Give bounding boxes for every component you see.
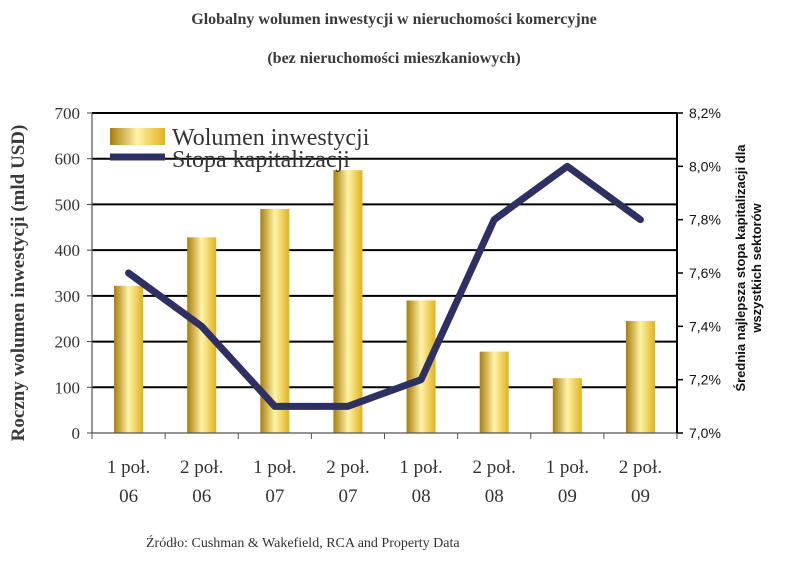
x-tick-label: 06 <box>192 486 211 507</box>
x-tick-label: 2 poł. <box>180 457 223 478</box>
bar <box>552 378 582 433</box>
cap-rate-point <box>127 272 130 274</box>
y2-tick-label: 7,8% <box>689 212 721 228</box>
y-tick-label: 600 <box>55 150 81 169</box>
bar <box>479 351 509 433</box>
cap-rate-point <box>639 218 642 221</box>
chart-subtitle: (bez nieruchomości mieszkaniowych) <box>267 50 520 67</box>
legend-bar-swatch <box>110 128 165 145</box>
y-tick-label: 300 <box>55 287 81 306</box>
x-tick-label: 2 poł. <box>473 457 516 478</box>
x-tick-label: 1 poł. <box>399 457 442 478</box>
x-tick-label: 09 <box>631 486 650 507</box>
y2-tick-label: 7,0% <box>689 425 721 441</box>
legend: Wolumen inwestycji Stopa kapitalizacji <box>110 125 370 173</box>
y-tick-label: 100 <box>55 378 81 397</box>
source-note: Źródło: Cushman & Wakefield, RCA and Pro… <box>146 534 460 551</box>
legend-line-label: Stopa kapitalizacji <box>172 147 350 173</box>
chart-title: Globalny wolumen inwestycji w nieruchomo… <box>191 11 596 28</box>
tick-labels: 0 100 200 300 400 500 600 700 7,0% 7,2% 7,4% 7,6% 7,… <box>55 104 721 507</box>
y-tick-label: 0 <box>72 424 81 443</box>
cap-rate-point <box>273 405 276 408</box>
y2-tick-label: 8,2% <box>689 105 721 121</box>
x-tick-label: 08 <box>412 486 431 507</box>
cap-rate-point <box>420 378 423 381</box>
bar <box>333 170 363 433</box>
bar <box>114 285 144 433</box>
x-tick-label: 1 poł. <box>546 457 589 478</box>
cap-rate-point <box>200 325 203 328</box>
cap-rate-line <box>125 162 644 410</box>
cap-rate-point <box>493 218 496 221</box>
axes <box>87 112 683 439</box>
y-tick-label: 500 <box>55 195 81 214</box>
y2-tick-label: 7,4% <box>689 318 721 334</box>
x-tick-label: 07 <box>338 486 357 507</box>
x-tick-label: 09 <box>558 486 577 507</box>
y2-tick-label: 8,0% <box>689 158 721 174</box>
x-tick-label: 08 <box>485 486 504 507</box>
cap-rate-series-line <box>125 162 644 410</box>
bar <box>625 321 655 433</box>
x-tick-label: 07 <box>265 486 284 507</box>
y-tick-label: 700 <box>55 104 81 123</box>
x-tick-label: 2 poł. <box>326 457 369 478</box>
cap-rate-point <box>346 405 349 408</box>
y-tick-label: 400 <box>55 241 81 260</box>
y2-tick-label: 7,6% <box>689 265 721 281</box>
x-tick-label: 1 poł. <box>253 457 296 478</box>
bar <box>406 300 436 433</box>
y2-axis-title-line2: wszystkich sektorów <box>749 202 764 333</box>
legend-bar-label: Wolumen inwestycji <box>172 125 370 151</box>
y-axis-title: Roczny wolumen inwestycji (mld USD) <box>8 125 29 442</box>
x-tick-label: 06 <box>119 486 138 507</box>
x-tick-label: 1 poł. <box>107 457 150 478</box>
x-tick-label: 2 poł. <box>619 457 662 478</box>
y2-axis-title-line1: Średnia najlepsza stopa kapitalizacji dl… <box>733 144 748 392</box>
cap-rate-point <box>566 165 569 168</box>
y-tick-label: 200 <box>55 333 81 352</box>
y2-tick-label: 7,2% <box>689 372 721 388</box>
